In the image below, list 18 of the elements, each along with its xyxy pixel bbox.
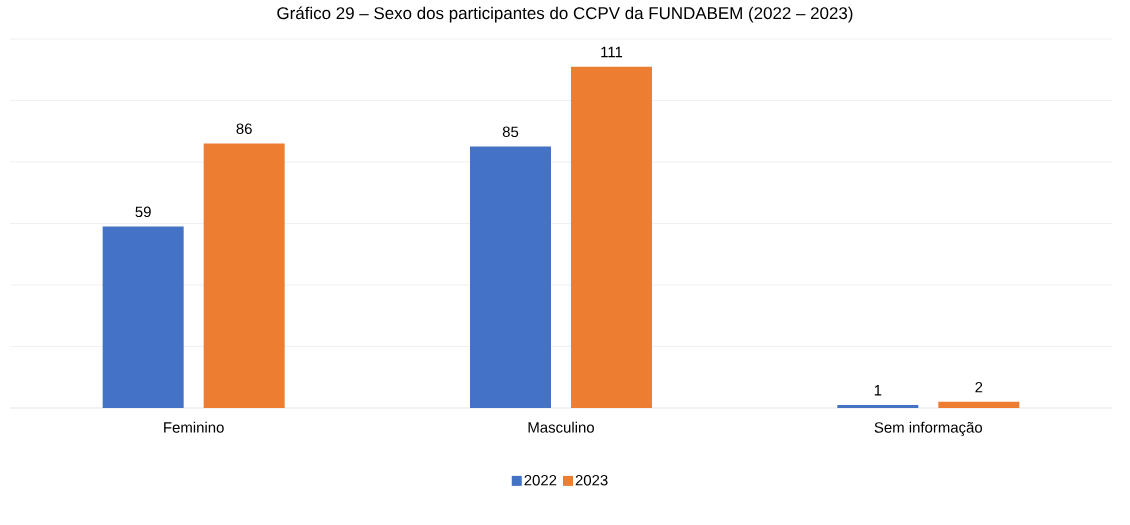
data-label: 86 xyxy=(236,123,252,135)
data-label: 111 xyxy=(601,46,623,58)
x-tick-label: Masculino xyxy=(528,421,594,433)
chart-title: Gráfico 29 – Sexo dos participantes do CCPV da FUNDABEM (2022 – 2023) xyxy=(277,6,853,23)
data-label: 59 xyxy=(135,206,151,218)
bar xyxy=(102,226,184,408)
legend-label: 2023 xyxy=(575,474,608,486)
bar xyxy=(837,404,919,408)
data-label: 1 xyxy=(874,385,882,396)
legend-label: 2022 xyxy=(524,474,557,486)
x-tick-label: Sem informação xyxy=(874,421,983,436)
bar xyxy=(469,146,551,408)
data-label: 85 xyxy=(502,126,519,138)
data-label: 2 xyxy=(975,381,983,393)
x-tick-label: Feminino xyxy=(164,421,224,433)
bar xyxy=(203,143,285,408)
bar xyxy=(938,401,1020,408)
bar xyxy=(570,66,652,408)
